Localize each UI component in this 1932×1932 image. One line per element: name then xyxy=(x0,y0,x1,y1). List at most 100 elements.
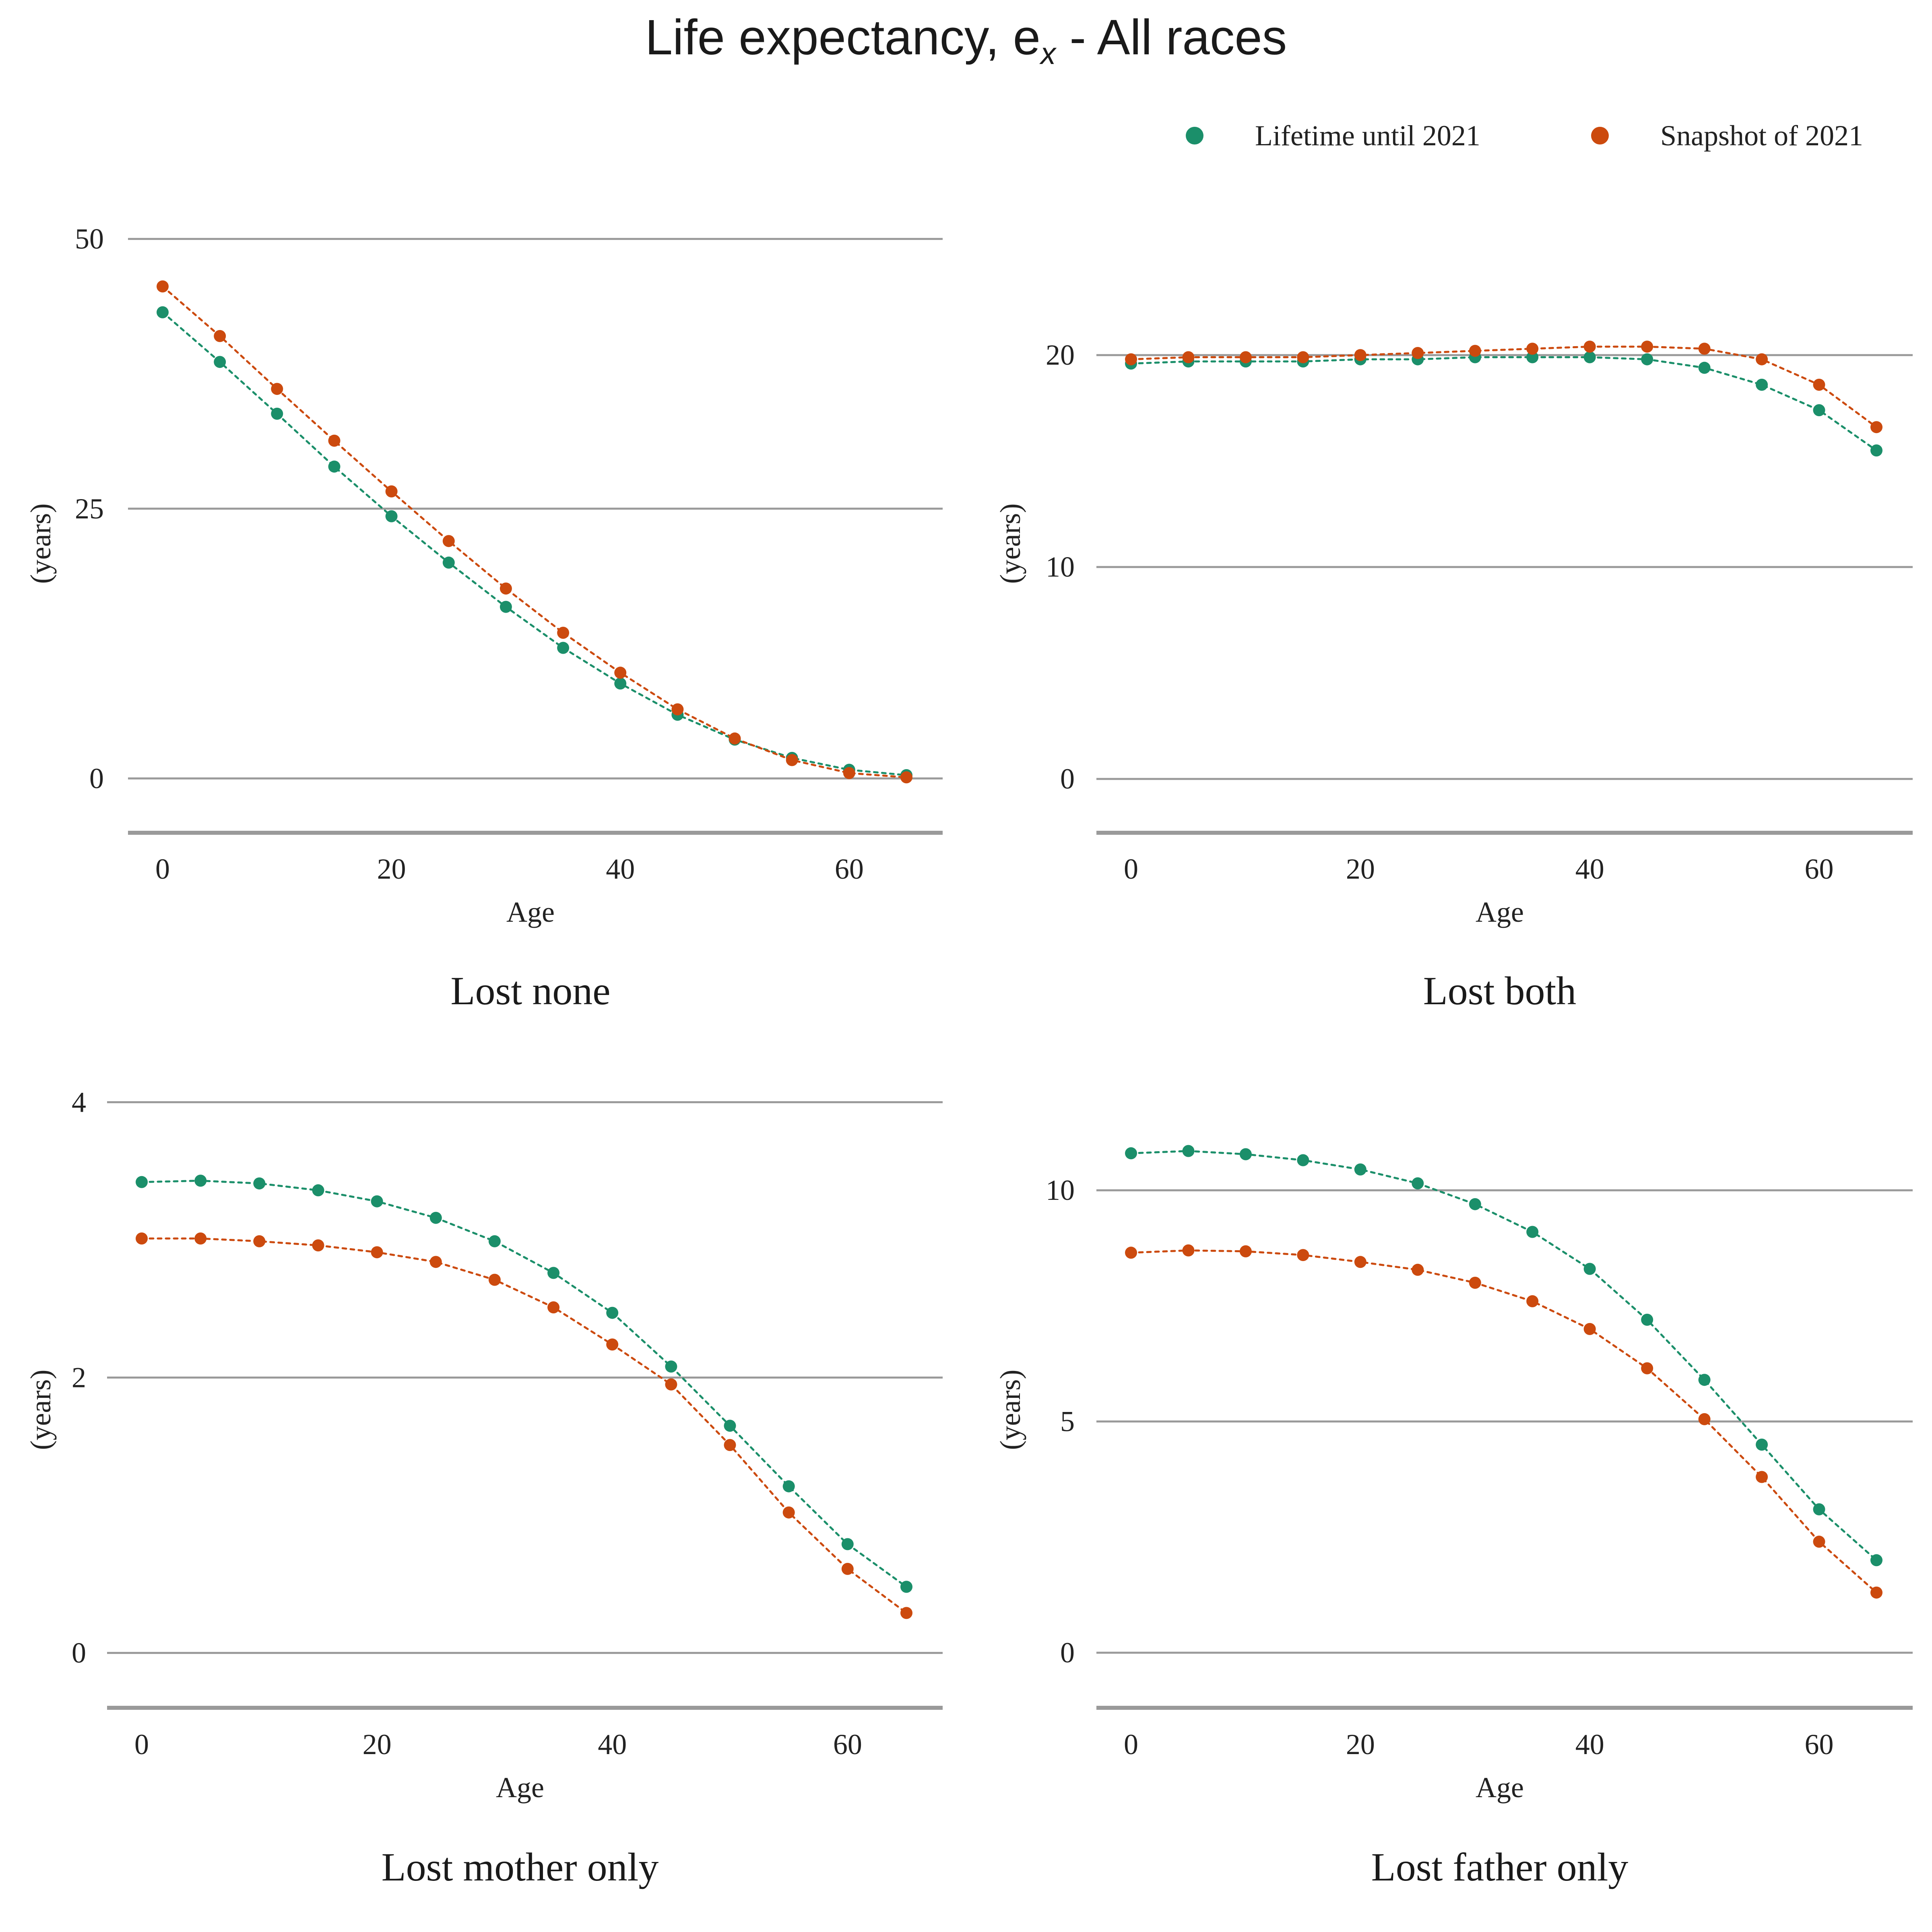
data-point-snapshot xyxy=(1297,351,1309,363)
data-point-lifetime xyxy=(1756,1439,1768,1451)
data-point-snapshot xyxy=(665,1378,677,1391)
data-point-snapshot xyxy=(1583,341,1596,353)
panel-title: Lost mother only xyxy=(382,1845,659,1889)
data-point-snapshot xyxy=(312,1239,324,1252)
data-point-snapshot xyxy=(1641,341,1653,353)
data-point-snapshot xyxy=(328,434,341,447)
data-point-snapshot xyxy=(136,1232,148,1245)
data-point-snapshot xyxy=(157,280,169,293)
data-point-snapshot xyxy=(371,1246,383,1259)
chart-title-subscript: x xyxy=(1039,37,1057,71)
y-tick-label: 0 xyxy=(72,1637,86,1669)
data-point-lifetime xyxy=(1182,1145,1195,1157)
x-tick-label: 40 xyxy=(1575,1728,1604,1761)
data-point-lifetime xyxy=(1698,1374,1711,1386)
data-point-snapshot xyxy=(488,1274,501,1286)
data-point-snapshot xyxy=(841,1563,854,1575)
panel-1: 0 25 50 0 20 40 60 Age (years) Lost none xyxy=(25,223,943,1013)
legend-label-lifetime: Lifetime until 2021 xyxy=(1255,120,1480,152)
data-point-snapshot xyxy=(1239,351,1252,363)
data-point-lifetime xyxy=(429,1212,442,1224)
data-point-snapshot xyxy=(429,1256,442,1268)
x-axis-label: Age xyxy=(1476,1771,1524,1804)
data-point-lifetime xyxy=(547,1267,560,1279)
data-point-snapshot xyxy=(1412,347,1424,359)
data-point-snapshot xyxy=(1354,349,1366,361)
panel-title: Lost none xyxy=(450,968,610,1013)
data-point-snapshot xyxy=(1698,343,1711,355)
data-point-lifetime xyxy=(1698,361,1711,374)
x-tick-label: 20 xyxy=(1346,853,1375,885)
data-point-snapshot xyxy=(1239,1245,1252,1257)
x-tick-label: 60 xyxy=(1805,853,1834,885)
legend: Lifetime until 2021 Snapshot of 2021 xyxy=(1186,120,1863,152)
x-tick-label: 0 xyxy=(1124,853,1138,885)
data-point-lifetime xyxy=(606,1307,619,1319)
x-tick-label: 20 xyxy=(377,853,406,885)
series-line-lifetime xyxy=(161,311,908,776)
data-point-lifetime xyxy=(312,1184,324,1197)
chart-title: Life expectancy, ex - All races xyxy=(645,10,1287,71)
data-point-snapshot xyxy=(729,732,741,745)
x-tick-label: 0 xyxy=(1124,1728,1138,1761)
x-tick-label: 40 xyxy=(598,1728,627,1761)
data-point-snapshot xyxy=(500,582,512,595)
data-point-snapshot xyxy=(1641,1362,1653,1375)
y-axis-label: (years) xyxy=(994,1370,1026,1450)
data-point-snapshot xyxy=(1412,1263,1424,1276)
data-point-lifetime xyxy=(1297,1154,1309,1166)
y-tick-label: 4 xyxy=(72,1086,86,1118)
data-point-lifetime xyxy=(1813,404,1825,417)
data-point-snapshot xyxy=(1469,345,1481,357)
data-point-lifetime xyxy=(900,1581,912,1593)
data-point-snapshot xyxy=(786,754,798,766)
data-point-snapshot xyxy=(1756,353,1768,365)
x-axis-label: Age xyxy=(496,1771,544,1804)
y-tick-label: 0 xyxy=(89,762,104,795)
data-point-snapshot xyxy=(1182,1244,1195,1257)
data-point-snapshot xyxy=(1526,1295,1539,1307)
data-point-lifetime xyxy=(136,1176,148,1188)
data-point-lifetime xyxy=(1756,378,1768,391)
data-point-snapshot xyxy=(1698,1413,1711,1425)
series-line-lifetime xyxy=(1130,1150,1878,1561)
data-point-snapshot xyxy=(782,1506,795,1519)
y-axis-label: (years) xyxy=(25,1370,57,1450)
data-point-snapshot xyxy=(1125,1247,1137,1259)
data-point-snapshot xyxy=(1354,1256,1366,1268)
data-point-lifetime xyxy=(1412,1177,1424,1189)
legend-marker-lifetime xyxy=(1186,127,1203,144)
panel-4: 0 5 10 0 20 40 60 Age (years) Lost father only xyxy=(994,1145,1913,1889)
data-point-lifetime xyxy=(157,306,169,318)
data-point-snapshot xyxy=(614,667,627,679)
data-point-lifetime xyxy=(557,642,570,654)
data-point-lifetime xyxy=(1239,1148,1252,1160)
data-point-lifetime xyxy=(1583,1263,1596,1275)
data-point-snapshot xyxy=(671,703,684,716)
data-point-snapshot xyxy=(900,1607,912,1619)
y-tick-label: 50 xyxy=(75,223,104,255)
data-point-lifetime xyxy=(1354,1163,1366,1176)
y-tick-label: 0 xyxy=(1060,763,1075,795)
data-point-lifetime xyxy=(214,356,226,368)
data-point-snapshot xyxy=(1125,353,1137,365)
data-point-snapshot xyxy=(1182,351,1195,363)
data-point-lifetime xyxy=(488,1235,501,1247)
x-tick-label: 0 xyxy=(155,853,170,885)
y-tick-label: 10 xyxy=(1046,1174,1075,1206)
data-point-snapshot xyxy=(1583,1323,1596,1335)
y-tick-label: 20 xyxy=(1046,339,1075,371)
y-tick-label: 2 xyxy=(72,1362,86,1394)
data-point-lifetime xyxy=(253,1177,266,1190)
y-axis-label: (years) xyxy=(25,504,57,584)
data-point-lifetime xyxy=(442,556,455,569)
series-line-snapshot xyxy=(1130,1249,1878,1594)
data-point-lifetime xyxy=(1583,351,1596,363)
data-point-lifetime xyxy=(1870,444,1882,457)
data-point-snapshot xyxy=(1756,1471,1768,1483)
data-point-lifetime xyxy=(841,1538,854,1550)
x-axis-label: Age xyxy=(1476,896,1524,928)
data-point-snapshot xyxy=(900,771,912,784)
chart-title-main: Life expectancy, e xyxy=(645,10,1040,65)
